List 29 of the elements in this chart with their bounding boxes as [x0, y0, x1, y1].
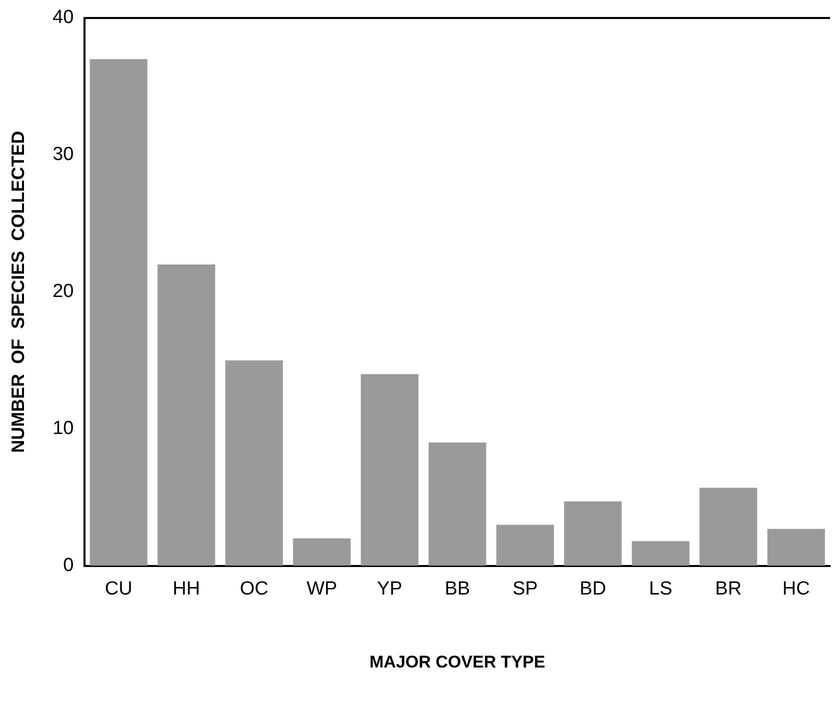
- x-tick-label: YP: [376, 578, 402, 600]
- bar: [496, 524, 554, 566]
- bar: [90, 59, 148, 566]
- x-axis-title: MAJOR COVER TYPE: [370, 652, 546, 672]
- y-tick-label: 30: [52, 144, 74, 166]
- x-tick-label: HH: [172, 578, 200, 600]
- y-tick-label: 0: [63, 555, 74, 576]
- x-tick-label: WP: [306, 578, 338, 600]
- bar: [293, 538, 351, 566]
- bar: [428, 442, 486, 566]
- y-tick-label: 40: [52, 7, 74, 28]
- bar: [632, 541, 690, 566]
- x-tick-label: SP: [512, 578, 538, 600]
- bar: [225, 360, 283, 566]
- bar: [158, 264, 216, 566]
- bar: [700, 488, 758, 566]
- y-tick-label: 10: [52, 418, 74, 440]
- y-tick-label: 20: [52, 281, 74, 302]
- x-tick-label: BR: [715, 578, 742, 600]
- x-tick-label: HC: [782, 578, 810, 600]
- bar: [360, 374, 418, 566]
- x-tick-label: CU: [104, 578, 132, 600]
- x-tick-label: LS: [648, 578, 672, 600]
- x-tick-label: BD: [580, 578, 606, 600]
- y-axis-title: NUMBER OF SPECIES COLLECTED: [8, 130, 28, 453]
- x-tick-label: BB: [444, 578, 470, 600]
- x-tick-label: OC: [240, 578, 268, 600]
- bar: [564, 501, 622, 566]
- bar: [767, 528, 825, 566]
